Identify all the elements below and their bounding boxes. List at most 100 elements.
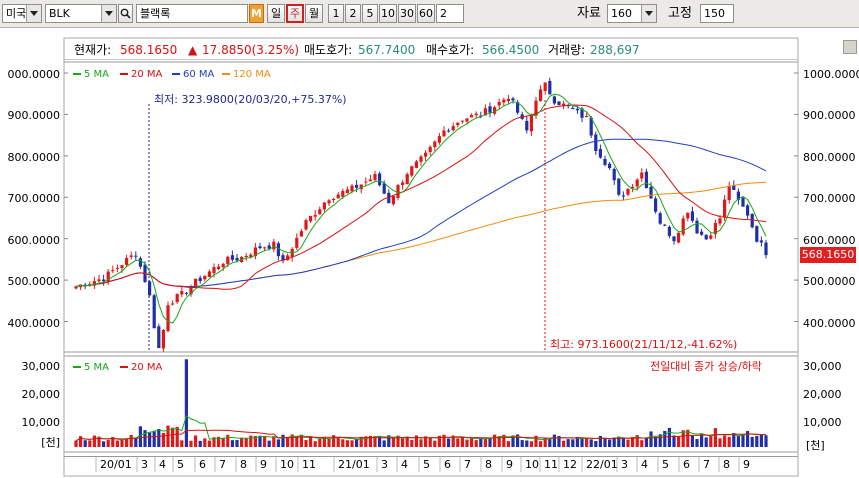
- candle-down: [511, 98, 515, 101]
- candle-down: [704, 234, 708, 240]
- candle-down: [520, 114, 524, 119]
- volume-bar-down: [603, 437, 607, 447]
- fixed-count-input[interactable]: 150: [700, 4, 734, 23]
- tick-30-button[interactable]: 30: [398, 4, 416, 23]
- candle-down: [479, 115, 483, 117]
- candle-up: [226, 256, 230, 264]
- candle-up: [166, 305, 170, 332]
- volume-bar-down: [548, 439, 552, 447]
- candle-up: [493, 107, 497, 114]
- volume-bar-down: [612, 437, 616, 447]
- month-label: 7: [464, 458, 471, 471]
- search-button[interactable]: [118, 4, 133, 23]
- period-day-button[interactable]: 일: [267, 4, 285, 23]
- month-label: 8: [485, 458, 492, 471]
- m-button[interactable]: M: [249, 4, 264, 23]
- volume-ma5-line: [75, 415, 767, 442]
- candle-up: [304, 220, 308, 230]
- volume-bar-up: [336, 437, 340, 447]
- tick-input-value: 2: [440, 7, 447, 20]
- month-label: 8: [723, 458, 730, 471]
- volume-bar-up: [419, 439, 423, 447]
- volume-bar-up: [313, 441, 317, 447]
- ma20-line: [75, 104, 767, 290]
- volume-bar-down: [649, 431, 653, 447]
- candle-up: [391, 196, 395, 205]
- bid-value: 566.4500: [482, 43, 540, 57]
- month-label: 4: [401, 458, 408, 471]
- stock-name-field[interactable]: 블랙록: [136, 4, 248, 23]
- month-label: 4: [159, 458, 166, 471]
- candle-down: [658, 213, 662, 224]
- tick-input[interactable]: 2: [436, 4, 464, 23]
- candle-up: [723, 199, 727, 218]
- candle-down: [654, 198, 658, 212]
- current-price-label: 현재가:: [74, 43, 112, 57]
- volume-bar-down: [516, 434, 520, 447]
- volume-bar-down: [557, 435, 561, 447]
- volume-bar-down: [654, 436, 658, 447]
- volume-unit-left: [천]: [41, 436, 60, 449]
- volume-bar-up: [539, 441, 543, 447]
- volume-bar-down: [83, 440, 87, 447]
- month-label: 7: [219, 458, 226, 471]
- volume-bar-down: [695, 439, 699, 447]
- volume-bar-up: [240, 437, 244, 447]
- period-month-button[interactable]: 월: [305, 4, 323, 23]
- month-label: 11: [302, 458, 316, 471]
- month-axis: 20/01 3 4 5 6 7 8 9 10 11 21/01 3 4 5 6 7 8 9 10 11 12 22/01 3…: [64, 456, 798, 472]
- volume-bar-down: [520, 440, 524, 447]
- price-axis-left-label: 000.0000: [7, 68, 61, 81]
- candle-down: [594, 134, 598, 152]
- market-select[interactable]: 미국: [2, 4, 42, 23]
- volume-bar-down: [488, 438, 492, 447]
- toolbar: 미국 BLK 블랙록 M 일 주 월 1 2 5 10 30 60 2 자료 1…: [0, 0, 859, 28]
- volume-bar-down: [700, 433, 704, 447]
- candle-up: [350, 185, 354, 192]
- candle-down: [755, 226, 759, 242]
- candle-up: [359, 184, 363, 190]
- volume-bar-down: [755, 436, 759, 447]
- volume-bar-up: [115, 440, 119, 447]
- price-axis-right-label: 800.0000: [803, 151, 856, 164]
- candle-up: [539, 89, 543, 102]
- candle-up: [368, 179, 372, 182]
- volume-bar-down: [580, 437, 584, 447]
- month-label: 20/01: [100, 458, 132, 471]
- month-label: 10: [280, 458, 294, 471]
- candle-up: [272, 241, 276, 250]
- candle-down: [571, 107, 575, 110]
- candle-down: [672, 236, 676, 242]
- volume-bar-up: [465, 439, 469, 447]
- month-label: 3: [621, 458, 628, 471]
- chevron-down-icon[interactable]: [641, 5, 656, 22]
- candle-up: [414, 161, 418, 168]
- panel-scroll-button[interactable]: [843, 40, 857, 54]
- volume-bar-down: [479, 437, 483, 447]
- volume-ma-legend: 5 MA 20 MA: [73, 362, 193, 374]
- volume-axis-left-label: 30,000: [21, 360, 61, 373]
- candle-down: [134, 255, 138, 257]
- tick-60-button[interactable]: 60: [417, 4, 435, 23]
- data-count-select[interactable]: 160: [607, 4, 657, 23]
- tick-1-button[interactable]: 1: [328, 4, 344, 23]
- candle-down: [598, 149, 602, 158]
- month-label: 10: [525, 458, 539, 471]
- volume-bar-down: [566, 439, 570, 447]
- volume-bar-down: [152, 430, 156, 447]
- current-price-tag: 568.1650: [800, 247, 856, 263]
- price-axis-right-label: 500.0000: [803, 275, 856, 288]
- chevron-down-icon[interactable]: [101, 5, 116, 22]
- volume-bar-down: [732, 433, 736, 447]
- volume-bar-up: [396, 435, 400, 447]
- candle-up: [244, 255, 248, 257]
- candle-up: [727, 186, 731, 201]
- tick-10-button[interactable]: 10: [379, 4, 397, 23]
- volume-bar-up: [106, 439, 110, 447]
- tick-5-button[interactable]: 5: [362, 4, 378, 23]
- candle-up: [460, 120, 464, 122]
- period-week-button[interactable]: 주: [286, 4, 304, 23]
- symbol-select[interactable]: BLK: [45, 4, 117, 23]
- tick-2-button[interactable]: 2: [345, 4, 361, 23]
- chevron-down-icon[interactable]: [26, 5, 41, 22]
